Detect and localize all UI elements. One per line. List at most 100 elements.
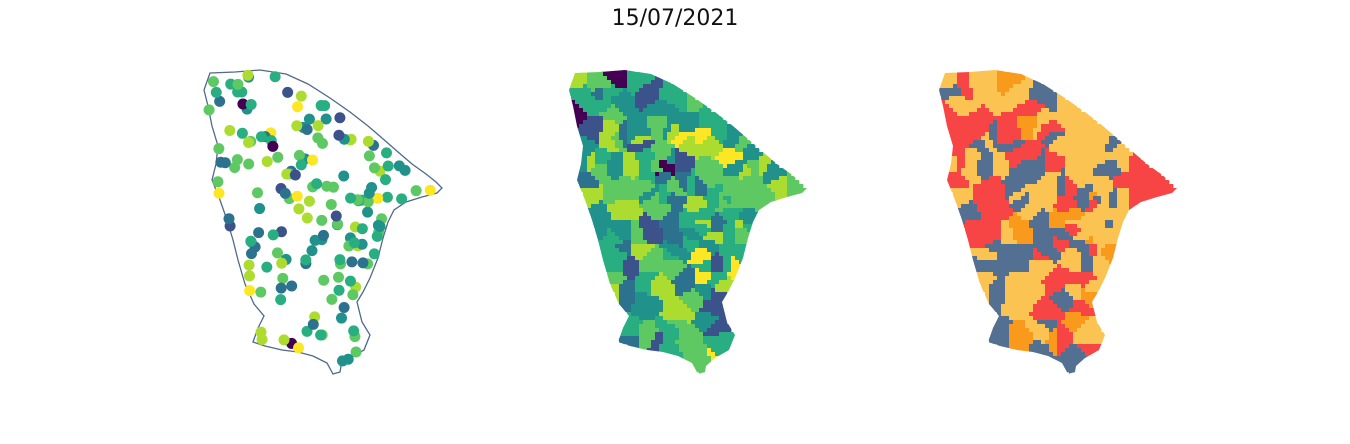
viridis-cell: [743, 152, 748, 157]
category-cell: [981, 236, 986, 241]
viridis-cell: [695, 348, 700, 353]
category-cell: [1081, 216, 1086, 221]
viridis-cell: [603, 268, 608, 273]
viridis-cell: [691, 280, 696, 285]
category-cell: [1061, 168, 1066, 173]
viridis-cell: [623, 104, 628, 109]
viridis-cell: [723, 196, 728, 201]
category-cell: [1045, 260, 1050, 265]
viridis-cell: [663, 172, 668, 177]
viridis-cell: [679, 320, 684, 325]
category-cell: [981, 180, 986, 185]
category-cell: [1045, 232, 1050, 237]
viridis-cell: [691, 260, 696, 265]
category-cell: [1129, 172, 1134, 177]
viridis-cell: [627, 160, 632, 165]
viridis-cell: [747, 144, 752, 149]
viridis-cell: [683, 108, 688, 113]
viridis-cell: [731, 260, 736, 265]
category-cell: [997, 128, 1002, 133]
station-point: [215, 156, 227, 168]
viridis-cell: [635, 212, 640, 217]
viridis-cell: [707, 292, 712, 297]
viridis-cell: [691, 128, 696, 133]
category-cell: [1069, 156, 1074, 161]
viridis-cell: [647, 340, 652, 345]
category-cell: [969, 236, 974, 241]
viridis-cell: [635, 256, 640, 261]
category-cell: [973, 212, 978, 217]
category-cell: [961, 136, 966, 141]
category-cell: [1109, 232, 1114, 237]
viridis-cell: [651, 128, 656, 133]
category-cell: [1161, 180, 1166, 185]
viridis-cell: [679, 324, 684, 329]
category-cell: [1009, 280, 1014, 285]
viridis-cell: [591, 124, 596, 129]
viridis-cell: [639, 220, 644, 225]
viridis-cell: [659, 136, 664, 141]
category-cell: [1101, 124, 1106, 129]
category-cell: [945, 172, 950, 177]
category-cell: [1057, 192, 1062, 197]
category-cell: [1037, 272, 1042, 277]
category-cell: [1145, 176, 1150, 181]
viridis-cell: [699, 300, 704, 305]
category-cell: [1113, 240, 1118, 245]
viridis-cell: [731, 244, 736, 249]
category-cell: [1005, 208, 1010, 213]
viridis-cell: [683, 92, 688, 97]
viridis-cell: [687, 336, 692, 341]
viridis-cell: [607, 144, 612, 149]
viridis-cell: [639, 160, 644, 165]
station-point: [300, 254, 312, 266]
category-cell: [1057, 244, 1062, 249]
category-cell: [965, 164, 970, 169]
viridis-cell: [655, 200, 660, 205]
category-cell: [1109, 144, 1114, 149]
category-cell: [953, 88, 958, 93]
viridis-cell: [719, 332, 724, 337]
category-cell: [973, 112, 978, 117]
category-cell: [1017, 108, 1022, 113]
category-cell: [1049, 124, 1054, 129]
category-cell: [965, 84, 970, 89]
category-cell: [1077, 152, 1082, 157]
viridis-cell: [643, 228, 648, 233]
viridis-cell: [639, 252, 644, 257]
viridis-cell: [751, 196, 756, 201]
viridis-cell: [703, 268, 708, 273]
viridis-cell: [607, 264, 612, 269]
category-cell: [1045, 252, 1050, 257]
category-cell: [1021, 72, 1026, 77]
category-cell: [973, 216, 978, 221]
category-cell: [985, 280, 990, 285]
viridis-cell: [611, 184, 616, 189]
category-cell: [953, 100, 958, 105]
viridis-cell: [763, 168, 768, 173]
station-point: [312, 120, 324, 132]
viridis-cell: [759, 172, 764, 177]
station-point: [295, 159, 307, 171]
category-cell: [1009, 124, 1014, 129]
category-cell: [1065, 160, 1070, 165]
viridis-cell: [575, 124, 580, 129]
viridis-cell: [691, 284, 696, 289]
category-cell: [941, 92, 946, 97]
viridis-cell: [587, 160, 592, 165]
category-cell: [1085, 228, 1090, 233]
category-cell: [973, 100, 978, 105]
category-cell: [957, 80, 962, 85]
viridis-cell: [699, 156, 704, 161]
viridis-cell: [679, 272, 684, 277]
category-cell: [1141, 200, 1146, 205]
viridis-cell: [779, 168, 784, 173]
viridis-cell: [671, 332, 676, 337]
category-cell: [1113, 212, 1118, 217]
viridis-cell: [727, 172, 732, 177]
category-cell: [1077, 116, 1082, 121]
category-cell: [1101, 168, 1106, 173]
category-cell: [1001, 160, 1006, 165]
category-cell: [1001, 116, 1006, 121]
category-cell: [1085, 204, 1090, 209]
